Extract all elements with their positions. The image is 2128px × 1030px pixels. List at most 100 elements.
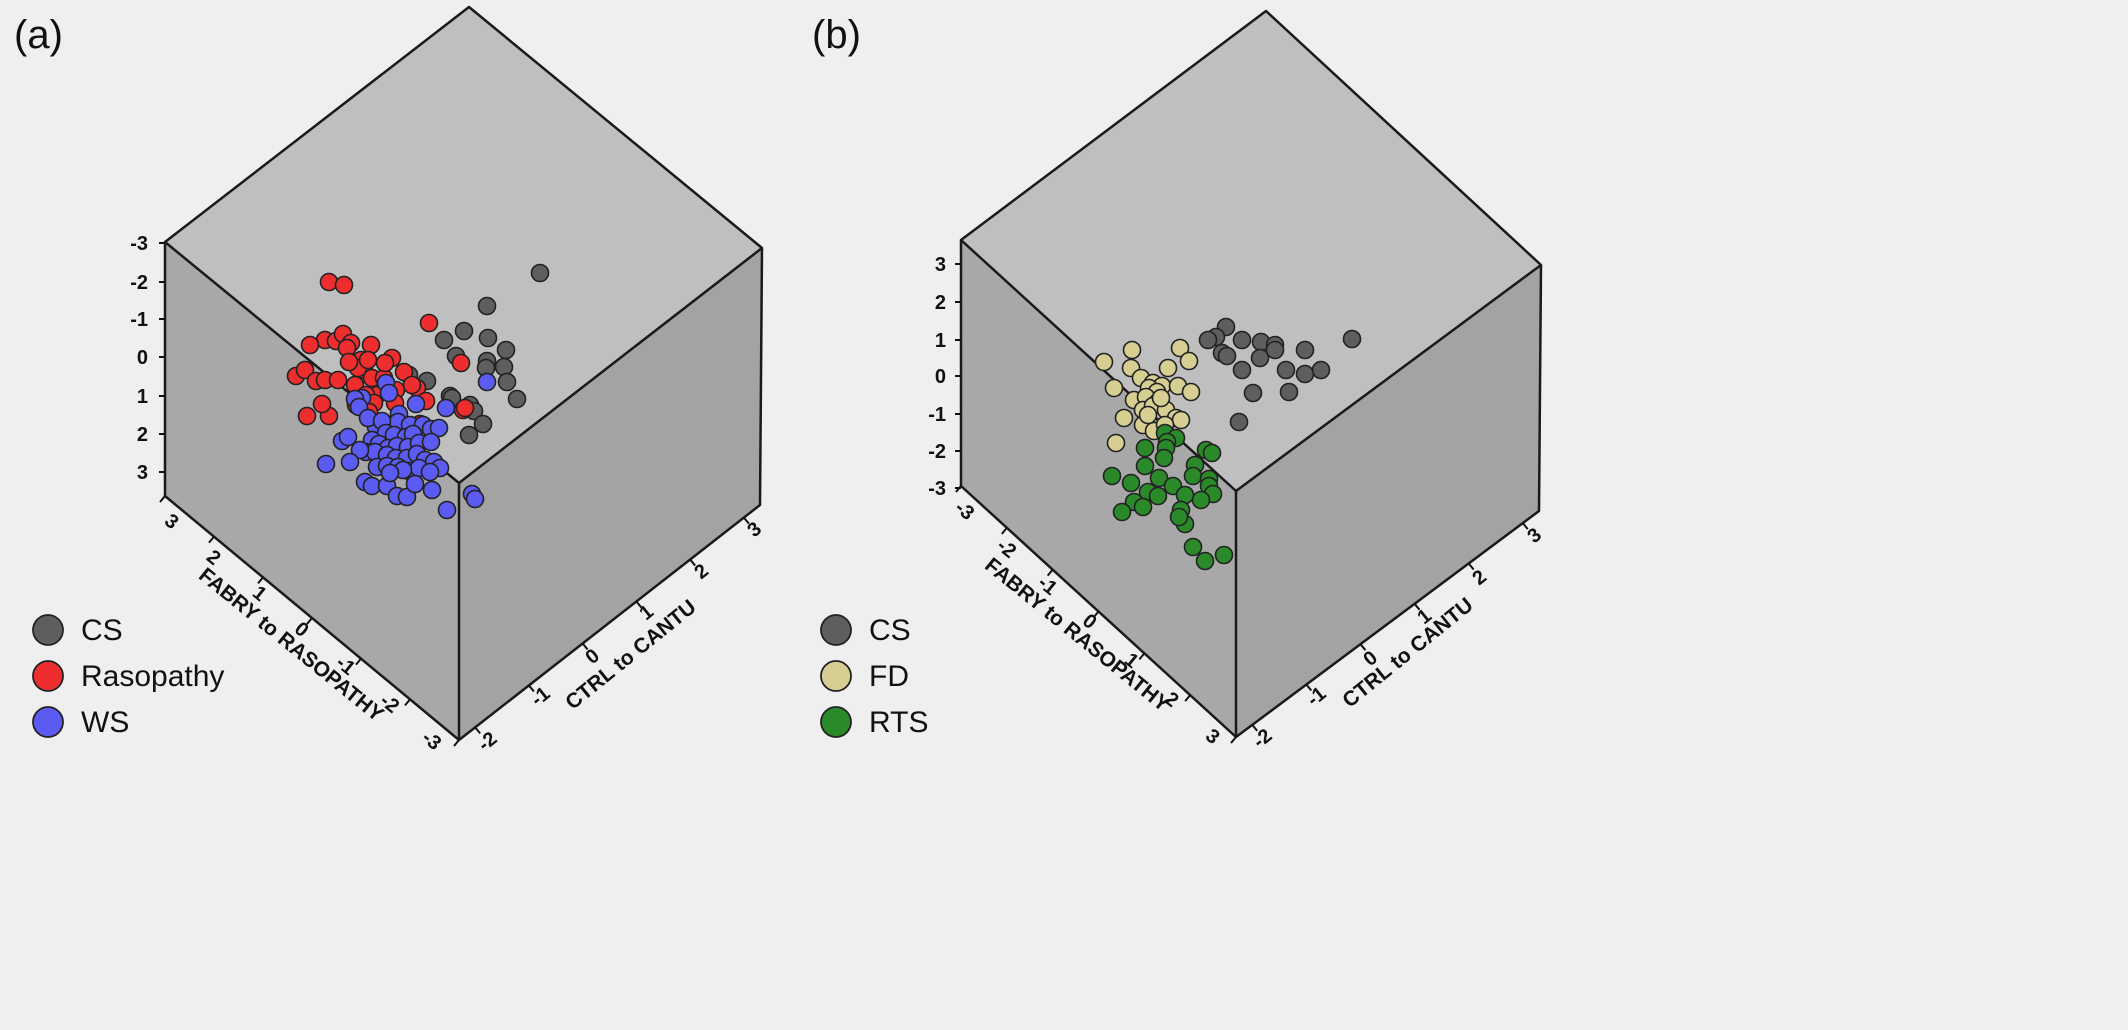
left-tick-mark: [453, 739, 460, 747]
legend-label: Rasopathy: [81, 660, 224, 693]
vertical-tick-label: -2: [130, 272, 148, 294]
left-tick-mark: [208, 536, 215, 544]
right-tick-label: -1: [1303, 683, 1331, 711]
data-point: [1122, 340, 1142, 360]
data-point: [454, 321, 474, 341]
right-tick-mark: [1413, 603, 1421, 611]
data-point: [1229, 412, 1249, 432]
cube-right-face: [459, 248, 762, 740]
data-point: [380, 463, 400, 483]
data-point: [465, 489, 485, 509]
right-tick-label: 2: [1468, 566, 1490, 590]
vertical-tick-label: 0: [935, 366, 946, 388]
data-point: [1191, 490, 1211, 510]
legend-entry-rasopathy: Rasopathy: [32, 660, 224, 693]
data-point: [1232, 360, 1252, 380]
data-point: [1121, 473, 1141, 493]
data-point: [497, 372, 517, 392]
right-tick-mark: [474, 726, 481, 735]
data-point: [1295, 364, 1315, 384]
data-point: [478, 328, 498, 348]
data-point: [1154, 448, 1174, 468]
left-tick-mark: [306, 617, 313, 625]
data-point: [429, 418, 449, 438]
panel-label: (b): [812, 13, 861, 57]
data-point: [1135, 456, 1155, 476]
data-point: [1342, 329, 1362, 349]
legend-label: CS: [81, 614, 123, 647]
left-tick-mark: [355, 658, 362, 666]
data-point: [421, 432, 441, 452]
data-point: [338, 427, 358, 447]
left-tick-mark: [257, 576, 264, 584]
left-tick-mark: [1138, 652, 1146, 660]
cube-right-face: [1236, 265, 1541, 737]
data-point: [1183, 537, 1203, 557]
vertical-tick-label: -1: [130, 309, 148, 331]
data-point: [1250, 348, 1270, 368]
vertical-tick-label: 1: [137, 386, 148, 408]
data-point: [405, 474, 425, 494]
vertical-tick-label: 2: [137, 424, 148, 446]
data-point: [1232, 330, 1252, 350]
data-point: [334, 275, 354, 295]
right-tick-mark: [1521, 522, 1529, 530]
data-point: [340, 452, 360, 472]
data-point: [1181, 382, 1201, 402]
legend-entry-rts: RTS: [820, 706, 928, 739]
data-point: [1276, 360, 1296, 380]
data-point: [1295, 340, 1315, 360]
right-tick-mark: [1467, 562, 1475, 571]
data-point: [312, 394, 332, 414]
legend-label: FD: [869, 660, 909, 693]
data-point: [459, 425, 479, 445]
legend-entry-ws: WS: [32, 706, 129, 739]
data-point: [434, 330, 454, 350]
data-point: [419, 313, 439, 333]
cube-left-face: [961, 240, 1236, 737]
data-point: [436, 398, 456, 418]
data-point: [350, 440, 370, 460]
data-point: [477, 372, 497, 392]
data-point: [1198, 330, 1218, 350]
data-point: [437, 500, 457, 520]
data-point: [1169, 507, 1189, 527]
data-point: [1214, 545, 1234, 565]
data-point: [455, 398, 475, 418]
left-tick-mark: [1230, 736, 1237, 744]
legend-label: CS: [869, 614, 911, 647]
data-point: [1243, 383, 1263, 403]
legend-label: RTS: [869, 706, 928, 739]
right-tick-mark: [743, 516, 750, 525]
vertical-tick-label: -3: [928, 478, 946, 500]
right-tick-mark: [635, 600, 643, 609]
data-point: [1104, 378, 1124, 398]
data-point: [1112, 502, 1132, 522]
left-tick-mark: [1184, 694, 1191, 702]
data-point: [1195, 551, 1215, 571]
series-fd: [1094, 338, 1201, 453]
legend-marker: [32, 706, 64, 738]
legend-entry-cs: CS: [820, 614, 911, 647]
data-point: [1265, 340, 1285, 360]
right-tick-label: 3: [743, 518, 765, 542]
left-tick-label: -3: [418, 727, 446, 755]
series-cs: [1198, 317, 1362, 432]
data-point: [297, 406, 317, 426]
right-tick-label: 3: [1523, 524, 1545, 548]
left-tick-label: 3: [160, 510, 182, 534]
data-point: [328, 370, 348, 390]
data-point: [1114, 408, 1134, 428]
data-point: [1151, 388, 1171, 408]
data-point: [1135, 438, 1155, 458]
data-point: [507, 389, 527, 409]
data-point: [494, 357, 514, 377]
data-point: [1170, 338, 1190, 358]
legend-marker: [32, 660, 64, 692]
data-point: [1149, 468, 1169, 488]
left-tick-mark: [1092, 610, 1100, 619]
data-point: [1102, 466, 1122, 486]
data-point: [295, 360, 315, 380]
